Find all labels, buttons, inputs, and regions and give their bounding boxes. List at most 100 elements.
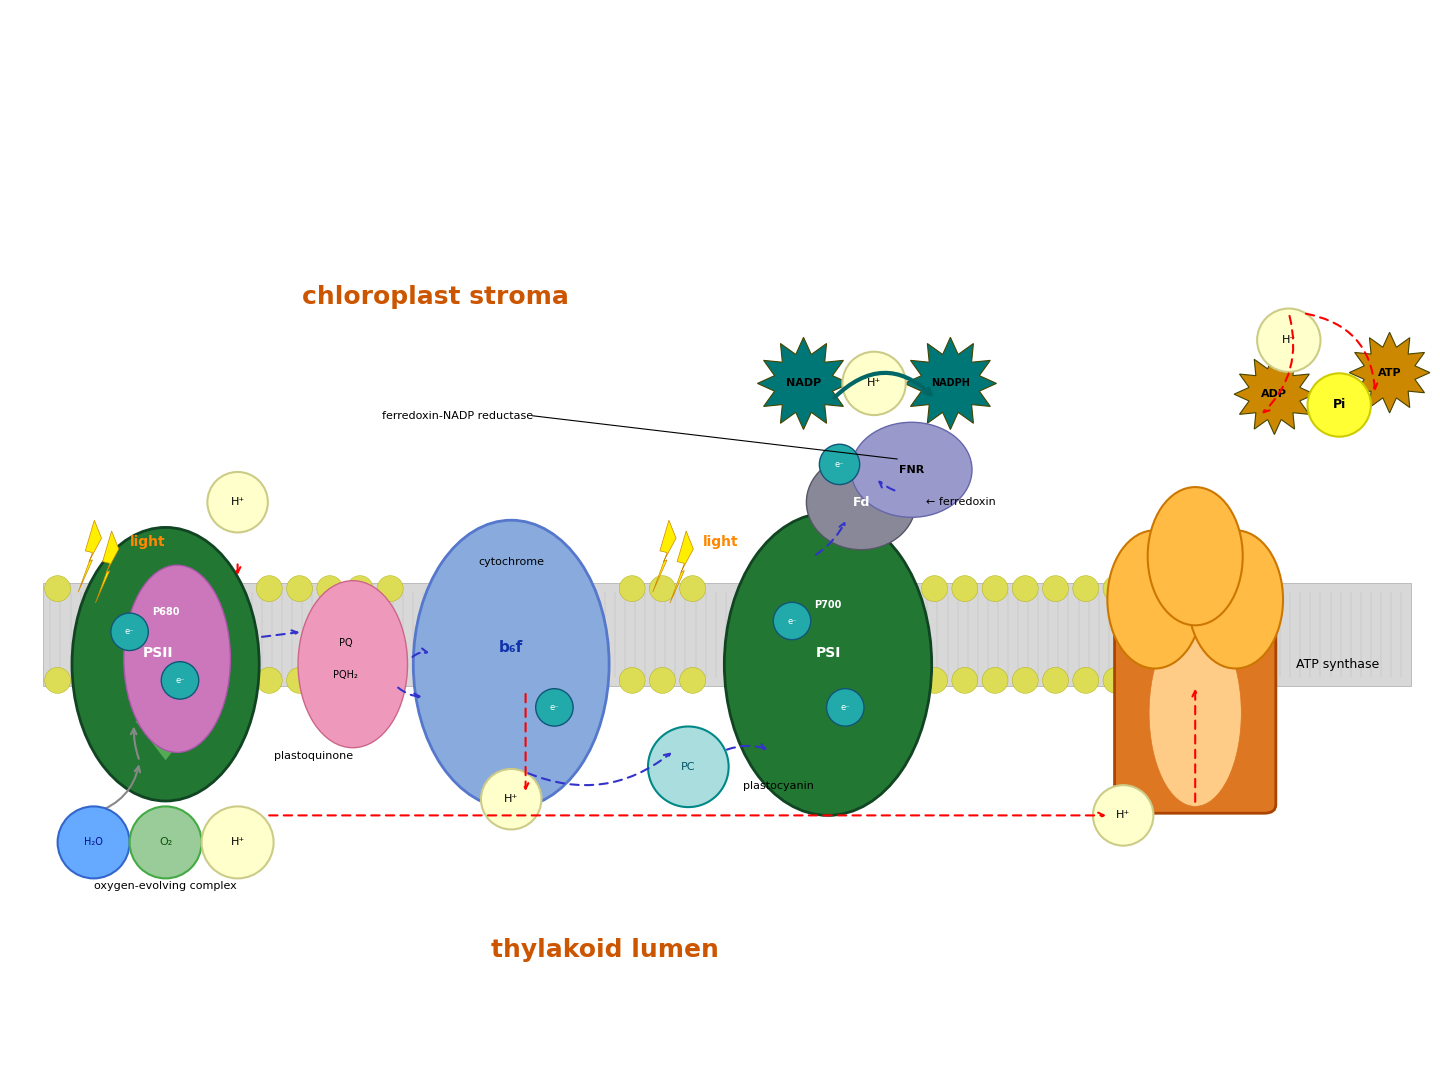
Ellipse shape [298, 581, 408, 747]
Text: ← ferredoxin: ← ferredoxin [926, 497, 995, 508]
Text: O₂: O₂ [158, 837, 173, 848]
Ellipse shape [287, 576, 312, 602]
Text: Fd: Fd [852, 496, 870, 509]
Ellipse shape [1073, 667, 1099, 693]
Polygon shape [904, 337, 996, 430]
Ellipse shape [1149, 619, 1241, 807]
Ellipse shape [72, 527, 259, 801]
Ellipse shape [1043, 576, 1068, 602]
Text: thylakoid lumen: thylakoid lumen [491, 939, 719, 962]
Text: P700: P700 [814, 599, 842, 610]
Polygon shape [78, 521, 101, 592]
Ellipse shape [124, 565, 230, 753]
Ellipse shape [1257, 309, 1320, 372]
Ellipse shape [207, 472, 268, 532]
Ellipse shape [982, 667, 1008, 693]
Text: ATP synthase: ATP synthase [1296, 658, 1380, 671]
Polygon shape [670, 531, 694, 603]
Ellipse shape [377, 667, 403, 693]
Text: NADP: NADP [786, 378, 821, 389]
Ellipse shape [1093, 785, 1153, 846]
Text: PQ: PQ [338, 637, 353, 648]
Text: light: light [130, 536, 166, 549]
Ellipse shape [481, 769, 541, 829]
Text: e⁻: e⁻ [176, 676, 184, 685]
Text: NADPH: NADPH [932, 378, 969, 389]
Ellipse shape [58, 807, 130, 878]
Text: PSI: PSI [815, 647, 841, 660]
Text: e⁻: e⁻ [550, 703, 559, 712]
Ellipse shape [347, 667, 373, 693]
Ellipse shape [619, 667, 645, 693]
Text: H⁺: H⁺ [230, 837, 245, 848]
Ellipse shape [413, 521, 609, 808]
Ellipse shape [922, 576, 948, 602]
Text: ADP: ADP [1261, 389, 1287, 400]
Text: FNR: FNR [899, 464, 924, 475]
Ellipse shape [130, 807, 202, 878]
Ellipse shape [649, 576, 675, 602]
Ellipse shape [536, 689, 573, 726]
FancyBboxPatch shape [1169, 585, 1221, 630]
Ellipse shape [1103, 576, 1129, 602]
Text: ATP: ATP [1378, 367, 1401, 378]
Ellipse shape [1043, 667, 1068, 693]
Text: ferredoxin-NADP reductase: ferredoxin-NADP reductase [382, 410, 533, 421]
Ellipse shape [773, 603, 811, 639]
Ellipse shape [377, 576, 403, 602]
Text: e⁻: e⁻ [125, 627, 134, 636]
Ellipse shape [1188, 530, 1283, 669]
Ellipse shape [982, 576, 1008, 602]
Text: plastocyanin: plastocyanin [743, 781, 814, 792]
Text: e⁻: e⁻ [841, 703, 850, 712]
Ellipse shape [1148, 487, 1243, 625]
Text: PQH₂: PQH₂ [333, 670, 359, 680]
Ellipse shape [648, 727, 729, 807]
Ellipse shape [952, 576, 978, 602]
Text: light: light [703, 536, 739, 549]
Text: H₂O: H₂O [84, 837, 104, 848]
Ellipse shape [806, 455, 916, 550]
Ellipse shape [1012, 667, 1038, 693]
Text: e⁻: e⁻ [835, 460, 844, 469]
Text: cytochrome: cytochrome [478, 557, 544, 567]
Ellipse shape [161, 662, 199, 699]
Polygon shape [1234, 354, 1315, 434]
Text: plastoquinone: plastoquinone [275, 751, 353, 761]
Ellipse shape [256, 667, 282, 693]
FancyBboxPatch shape [1115, 618, 1276, 813]
FancyBboxPatch shape [43, 583, 1411, 686]
Ellipse shape [256, 576, 282, 602]
Ellipse shape [619, 576, 645, 602]
Ellipse shape [1107, 530, 1202, 669]
Ellipse shape [724, 513, 932, 815]
Polygon shape [757, 337, 850, 430]
Ellipse shape [842, 352, 906, 415]
Ellipse shape [45, 576, 71, 602]
Ellipse shape [851, 422, 972, 517]
Text: H⁺: H⁺ [867, 378, 881, 389]
Ellipse shape [1073, 576, 1099, 602]
Ellipse shape [1103, 667, 1129, 693]
Ellipse shape [952, 667, 978, 693]
Text: H⁺: H⁺ [230, 497, 245, 508]
Ellipse shape [45, 667, 71, 693]
Ellipse shape [347, 576, 373, 602]
Polygon shape [95, 531, 118, 603]
Ellipse shape [111, 613, 148, 650]
Ellipse shape [827, 689, 864, 726]
Ellipse shape [649, 667, 675, 693]
Text: H⁺: H⁺ [504, 794, 518, 805]
Polygon shape [652, 521, 677, 592]
Ellipse shape [680, 576, 706, 602]
Text: e⁻: e⁻ [788, 617, 796, 625]
Ellipse shape [1012, 576, 1038, 602]
Text: b₆f: b₆f [500, 640, 523, 656]
Ellipse shape [287, 667, 312, 693]
Ellipse shape [317, 576, 343, 602]
Ellipse shape [922, 667, 948, 693]
Polygon shape [134, 720, 197, 761]
Text: chloroplast stroma: chloroplast stroma [302, 285, 569, 309]
Ellipse shape [1308, 374, 1371, 436]
Text: P680: P680 [151, 607, 180, 618]
